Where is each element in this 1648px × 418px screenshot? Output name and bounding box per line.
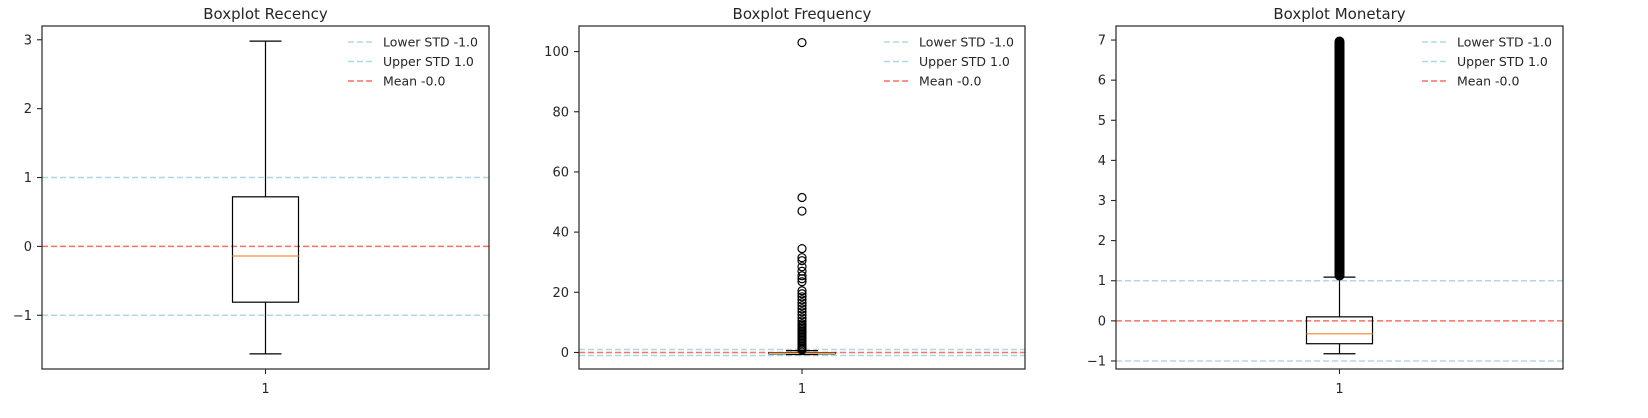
chart3-y-tick-label-1: −1 xyxy=(1087,354,1106,369)
chart3-panel: Boxplot Monetary −1 0 1 2 3 4 5 6 7 1 Lower STD -1.… xyxy=(1087,5,1564,397)
chart2-legend-label-2: Upper STD 1.0 xyxy=(919,54,1010,69)
chart2-y-tick-label-6: 100 xyxy=(544,45,569,60)
chart2-outlier-6 xyxy=(797,256,807,266)
chart2-title: Boxplot Frequency xyxy=(733,5,872,23)
chart2-outlier-17 xyxy=(797,301,807,311)
chart2-outlier-7 xyxy=(797,262,807,272)
chart1-legend: Lower STD -1.0 Upper STD 1.0 Mean -0.0 xyxy=(348,35,478,89)
chart2-outlier-2 xyxy=(797,192,807,203)
chart2-y-tick-label-1: 0 xyxy=(561,346,569,361)
chart1-y-tick-label-2: 0 xyxy=(24,240,32,255)
chart2-outlier-42 xyxy=(797,345,807,355)
chart2-y-tick-label-3: 40 xyxy=(552,226,569,241)
chart2-legend-label-1: Lower STD -1.0 xyxy=(919,35,1014,50)
chart3-y-tick-label-6: 4 xyxy=(1098,154,1106,169)
chart1-y-tick-label-1: −1 xyxy=(13,309,32,324)
chart2-outlier-14 xyxy=(797,292,807,302)
chart2-outlier-9 xyxy=(797,271,807,281)
chart2-outlier-5 xyxy=(797,253,807,263)
chart1-legend-label-3: Mean -0.0 xyxy=(383,74,445,89)
chart3-x-tick-label: 1 xyxy=(1335,382,1343,397)
chart1-x-tick-label: 1 xyxy=(261,382,269,397)
chart3-y-tick-label-2: 0 xyxy=(1098,314,1106,329)
chart2-x-tick-label: 1 xyxy=(798,382,806,397)
chart3-outlier-cluster xyxy=(1334,36,1345,281)
chart1-legend-label-1: Lower STD -1.0 xyxy=(383,35,478,50)
chart1-y-tick-label-3: 1 xyxy=(24,171,32,186)
chart3-y-tick-label-3: 1 xyxy=(1098,274,1106,289)
chart2-outlier-1 xyxy=(797,37,807,48)
chart3-legend-label-3: Mean -0.0 xyxy=(1457,74,1519,89)
chart1-y-tick-label-4: 2 xyxy=(24,102,32,117)
chart2-outlier-12 xyxy=(797,286,807,296)
chart2-outlier-3 xyxy=(797,206,807,216)
chart3-legend-label-2: Upper STD 1.0 xyxy=(1457,54,1548,69)
chart2-outlier-20 xyxy=(797,310,807,320)
chart3-title: Boxplot Monetary xyxy=(1273,5,1405,23)
chart2-y-tick-label-2: 20 xyxy=(552,286,569,301)
chart3-y-tick-label-9: 7 xyxy=(1098,34,1106,49)
chart3-y-tick-label-5: 3 xyxy=(1098,194,1106,209)
chart1-box xyxy=(231,196,300,303)
chart3-y-tick-label-7: 5 xyxy=(1098,114,1106,129)
chart2-legend-label-3: Mean -0.0 xyxy=(919,74,981,89)
chart3-box xyxy=(1305,316,1374,345)
chart2-outlier-13 xyxy=(797,289,807,299)
chart2-outlier-19 xyxy=(797,307,807,317)
chart2-outlier-11 xyxy=(797,277,807,287)
chart1-legend-label-2: Upper STD 1.0 xyxy=(383,54,474,69)
chart2-legend: Lower STD -1.0 Upper STD 1.0 Mean -0.0 xyxy=(884,35,1014,89)
chart1-title: Boxplot Recency xyxy=(203,5,328,23)
chart3-y-tick-label-4: 2 xyxy=(1098,234,1106,249)
chart1-y-tick-label-5: 3 xyxy=(24,33,32,48)
chart2-y-tick-label-4: 60 xyxy=(552,165,569,180)
chart3-y-tick-label-8: 6 xyxy=(1098,74,1106,89)
chart2-outlier-18 xyxy=(797,304,807,314)
chart1-panel: Boxplot Recency −1 0 1 2 3 1 Lower STD -1.0 Uppe… xyxy=(13,5,490,397)
chart2-y-tick-label-5: 80 xyxy=(552,105,569,120)
chart2-outlier-15 xyxy=(797,295,807,305)
chart2-outlier-16 xyxy=(797,298,807,308)
chart3-legend-label-1: Lower STD -1.0 xyxy=(1457,35,1552,50)
chart2-outlier-10 xyxy=(797,274,807,284)
chart2-outlier-4 xyxy=(797,244,807,254)
chart2-panel: Boxplot Frequency 0 20 40 60 80 100 1 Lower STD … xyxy=(544,5,1026,397)
chart3-legend: Lower STD -1.0 Upper STD 1.0 Mean -0.0 xyxy=(1422,35,1552,89)
